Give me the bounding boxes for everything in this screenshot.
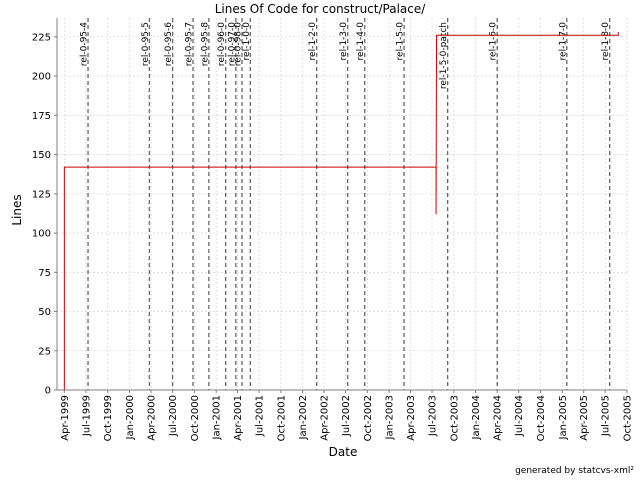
x-tick-label: Jan-2000 [125, 395, 136, 440]
y-tick-label: 25 [38, 346, 51, 357]
x-tick-label: Jul-2002 [341, 395, 352, 437]
release-tag-label: rel-0-96-0 [217, 22, 227, 66]
x-tick-label: Jan-2001 [212, 395, 223, 440]
release-tag-label: rel-1-0-0 [242, 22, 252, 61]
x-tick-label: Apr-2001 [233, 395, 244, 441]
x-tick-label: Jul-2001 [255, 395, 266, 437]
release-tag-label: rel-0-95-7 [184, 22, 194, 66]
y-tick-label: 225 [32, 32, 51, 43]
y-tick-label: 50 [38, 307, 51, 318]
x-tick-label: Apr-2004 [493, 395, 504, 441]
release-tag-label: rel-1-7-0 [558, 22, 568, 61]
x-tick-label: Jul-2003 [428, 395, 439, 437]
x-tick-label: Apr-1999 [60, 395, 71, 441]
release-tag-label: rel-0-97-0 [227, 22, 237, 66]
release-tag-label: rel-1-8-0 [601, 22, 611, 61]
x-tick-label: Oct-2004 [536, 395, 547, 441]
x-axis-label: Date [329, 445, 358, 459]
x-tick-label: Oct-2001 [276, 395, 287, 441]
lines-of-code-series [63, 32, 619, 390]
y-tick-label: 100 [32, 229, 51, 240]
x-tick-label: Jan-2002 [298, 395, 309, 440]
x-tick-label: Oct-2005 [623, 395, 634, 441]
plot-area: rel-0-95-4 rel-0-95-5 rel-0-95-6 rel-0-95-7… [32, 18, 634, 441]
x-tick-label: Jul-1999 [81, 395, 92, 437]
y-tick-label: 125 [32, 189, 51, 200]
release-tag-label: rel-0-98-0 [234, 22, 244, 66]
y-axis-label: Lines [10, 194, 24, 225]
y-tick-label: 75 [38, 268, 51, 279]
x-tick-label: Jul-2005 [601, 395, 612, 437]
x-tick-label: Oct-2002 [363, 395, 374, 441]
release-tag-label: rel-1-6-0 [489, 22, 499, 61]
x-tick-label: Jan-2003 [385, 395, 396, 440]
x-tick-label: Apr-2003 [406, 395, 417, 441]
x-tick-label: Jan-2004 [471, 395, 482, 440]
x-tick-label: Oct-2000 [190, 395, 201, 441]
x-tick-label: Oct-1999 [103, 395, 114, 441]
release-tag-label: rel-1-3-0 [339, 22, 349, 61]
x-tick-label: Jan-2005 [558, 395, 569, 440]
release-tag-label: rel-1-5-0 [396, 22, 406, 61]
chart-title: Lines Of Code for construct/Palace/ [215, 2, 427, 16]
release-tag-label: rel-0-95-8 [200, 22, 210, 66]
x-tick-label: Apr-2005 [579, 395, 590, 441]
release-tag-label: rel-1-5-0-patch [439, 22, 449, 89]
x-tick-label: Apr-2002 [319, 395, 330, 441]
y-tick-label: 0 [45, 386, 51, 397]
release-tag-label: rel-1-4-0 [356, 22, 366, 61]
x-tick-label: Oct-2003 [449, 395, 460, 441]
y-tick-label: 175 [32, 111, 51, 122]
x-tick-label: Jul-2004 [514, 395, 525, 437]
x-tick-label: Jul-2000 [168, 395, 179, 437]
release-tag-label: rel-0-95-4 [80, 22, 90, 66]
y-tick-label: 200 [32, 72, 51, 83]
generated-by-footer: generated by statcvs-xml² [515, 466, 634, 476]
release-tag-label: rel-1-2-0 [308, 22, 318, 61]
release-tag-label: rel-0-95-5 [141, 22, 151, 66]
y-tick-label: 150 [32, 150, 51, 161]
x-tick-label: Apr-2000 [147, 395, 158, 441]
release-tag-label: rel-0-95-6 [164, 22, 174, 66]
